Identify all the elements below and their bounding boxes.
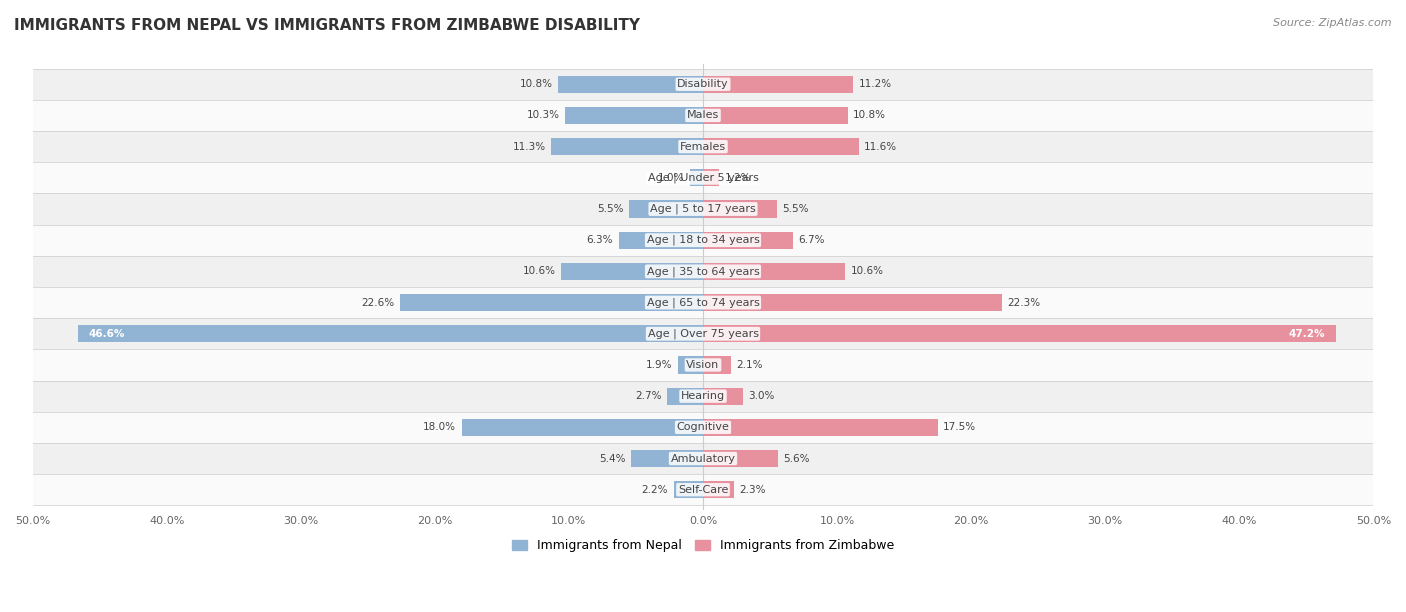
Text: Ambulatory: Ambulatory <box>671 453 735 463</box>
Bar <box>461 419 703 436</box>
Text: 10.8%: 10.8% <box>853 110 886 121</box>
Bar <box>558 76 703 93</box>
Text: Self-Care: Self-Care <box>678 485 728 494</box>
Bar <box>703 231 793 248</box>
Bar <box>32 318 1374 349</box>
Bar <box>32 381 1374 412</box>
Bar <box>703 356 731 373</box>
Bar <box>32 287 1374 318</box>
Bar <box>32 69 1374 100</box>
Text: 5.6%: 5.6% <box>783 453 810 463</box>
Text: Cognitive: Cognitive <box>676 422 730 432</box>
Text: 5.5%: 5.5% <box>782 204 808 214</box>
Text: IMMIGRANTS FROM NEPAL VS IMMIGRANTS FROM ZIMBABWE DISABILITY: IMMIGRANTS FROM NEPAL VS IMMIGRANTS FROM… <box>14 18 640 34</box>
Bar <box>703 387 744 405</box>
Text: Disability: Disability <box>678 79 728 89</box>
Bar <box>551 138 703 155</box>
Bar <box>703 138 859 155</box>
Bar <box>703 325 1336 342</box>
Text: 5.4%: 5.4% <box>599 453 626 463</box>
Text: 18.0%: 18.0% <box>423 422 457 432</box>
Legend: Immigrants from Nepal, Immigrants from Zimbabwe: Immigrants from Nepal, Immigrants from Z… <box>508 534 898 558</box>
Text: 10.3%: 10.3% <box>526 110 560 121</box>
Bar <box>32 443 1374 474</box>
Bar <box>561 263 703 280</box>
Text: 47.2%: 47.2% <box>1289 329 1324 339</box>
Text: Females: Females <box>681 141 725 152</box>
Bar <box>32 225 1374 256</box>
Bar <box>703 170 718 187</box>
Text: Source: ZipAtlas.com: Source: ZipAtlas.com <box>1274 18 1392 28</box>
Text: 6.3%: 6.3% <box>586 235 613 245</box>
Text: Age | 18 to 34 years: Age | 18 to 34 years <box>647 235 759 245</box>
Text: 1.2%: 1.2% <box>724 173 751 183</box>
Bar <box>631 450 703 467</box>
Text: 11.2%: 11.2% <box>859 79 891 89</box>
Text: Males: Males <box>688 110 718 121</box>
Text: 3.0%: 3.0% <box>748 391 775 401</box>
Bar <box>703 450 778 467</box>
Bar <box>32 474 1374 506</box>
Bar <box>678 356 703 373</box>
Text: Age | Over 75 years: Age | Over 75 years <box>648 329 758 339</box>
Bar <box>630 200 703 218</box>
Text: 11.3%: 11.3% <box>513 141 546 152</box>
Text: 2.1%: 2.1% <box>737 360 763 370</box>
Text: 2.3%: 2.3% <box>740 485 766 494</box>
Bar <box>703 294 1002 311</box>
Text: 10.8%: 10.8% <box>520 79 553 89</box>
Bar <box>32 131 1374 162</box>
Text: 22.3%: 22.3% <box>1007 297 1040 308</box>
Bar <box>703 481 734 498</box>
Bar <box>32 349 1374 381</box>
Text: 2.7%: 2.7% <box>636 391 661 401</box>
Text: 10.6%: 10.6% <box>851 266 883 277</box>
Bar <box>565 107 703 124</box>
Bar <box>32 256 1374 287</box>
Text: 11.6%: 11.6% <box>863 141 897 152</box>
Bar <box>79 325 703 342</box>
Bar <box>619 231 703 248</box>
Bar <box>703 263 845 280</box>
Text: 6.7%: 6.7% <box>799 235 825 245</box>
Bar <box>32 162 1374 193</box>
Text: Age | 65 to 74 years: Age | 65 to 74 years <box>647 297 759 308</box>
Text: Hearing: Hearing <box>681 391 725 401</box>
Text: 46.6%: 46.6% <box>89 329 125 339</box>
Text: 1.0%: 1.0% <box>658 173 685 183</box>
Bar <box>673 481 703 498</box>
Text: 22.6%: 22.6% <box>361 297 395 308</box>
Text: 5.5%: 5.5% <box>598 204 624 214</box>
Text: Age | 5 to 17 years: Age | 5 to 17 years <box>650 204 756 214</box>
Bar <box>703 200 776 218</box>
Text: 17.5%: 17.5% <box>943 422 976 432</box>
Text: 1.9%: 1.9% <box>645 360 672 370</box>
Bar <box>666 387 703 405</box>
Text: Age | 35 to 64 years: Age | 35 to 64 years <box>647 266 759 277</box>
Bar <box>32 100 1374 131</box>
Bar <box>689 170 703 187</box>
Bar <box>703 419 938 436</box>
Bar <box>399 294 703 311</box>
Text: 2.2%: 2.2% <box>641 485 668 494</box>
Bar <box>703 76 853 93</box>
Bar <box>703 107 848 124</box>
Bar <box>32 193 1374 225</box>
Text: Age | Under 5 years: Age | Under 5 years <box>648 173 758 183</box>
Text: Vision: Vision <box>686 360 720 370</box>
Bar <box>32 412 1374 443</box>
Text: 10.6%: 10.6% <box>523 266 555 277</box>
